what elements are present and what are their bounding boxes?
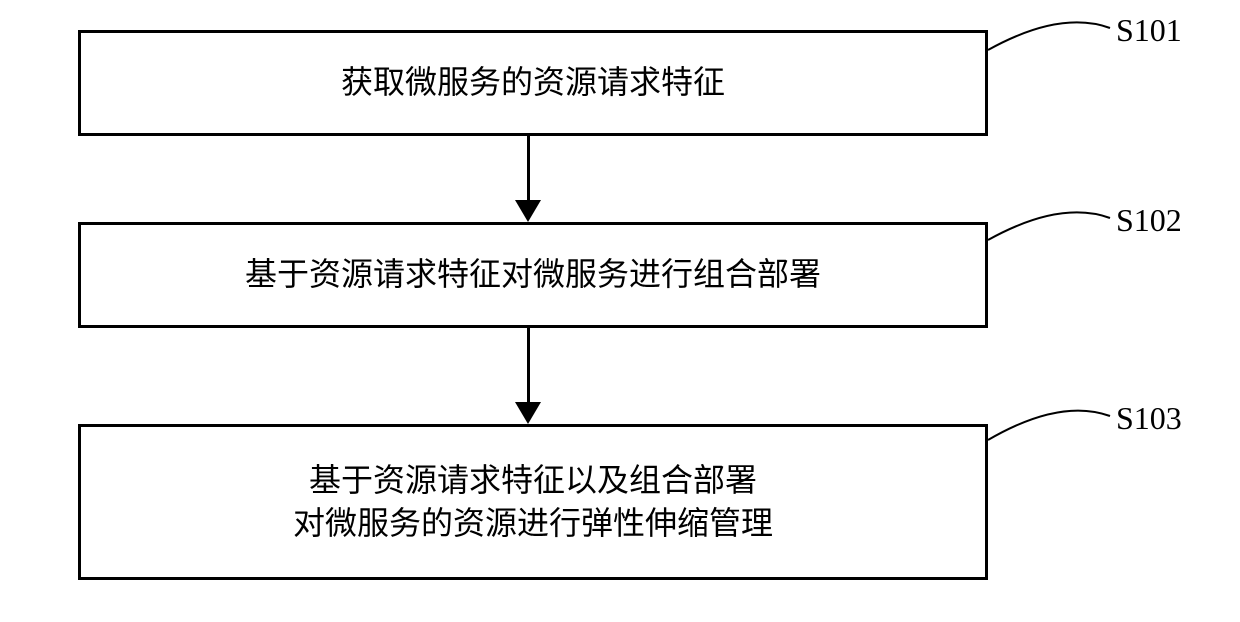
step-box-s103: 基于资源请求特征以及组合部署 对微服务的资源进行弹性伸缩管理	[78, 424, 988, 580]
step-text-s103: 基于资源请求特征以及组合部署 对微服务的资源进行弹性伸缩管理	[293, 459, 773, 545]
leader-line-s101	[984, 6, 1114, 54]
step-box-s102: 基于资源请求特征对微服务进行组合部署	[78, 222, 988, 328]
leader-line-s103	[984, 394, 1114, 444]
step-box-s101: 获取微服务的资源请求特征	[78, 30, 988, 136]
step-label-s103: S103	[1116, 400, 1182, 437]
arrow-s102-to-s103-head	[515, 402, 541, 427]
arrow-s102-to-s103-line	[527, 328, 530, 402]
step-label-s102: S102	[1116, 202, 1182, 239]
leader-line-s102	[984, 196, 1114, 244]
flowchart-canvas: 获取微服务的资源请求特征 基于资源请求特征对微服务进行组合部署 基于资源请求特征…	[0, 0, 1240, 622]
arrow-s101-to-s102-head	[515, 200, 541, 225]
arrow-s101-to-s102-line	[527, 136, 530, 200]
step-text-s102: 基于资源请求特征对微服务进行组合部署	[245, 253, 821, 296]
step-text-s101: 获取微服务的资源请求特征	[341, 61, 725, 104]
step-label-s101: S101	[1116, 12, 1182, 49]
